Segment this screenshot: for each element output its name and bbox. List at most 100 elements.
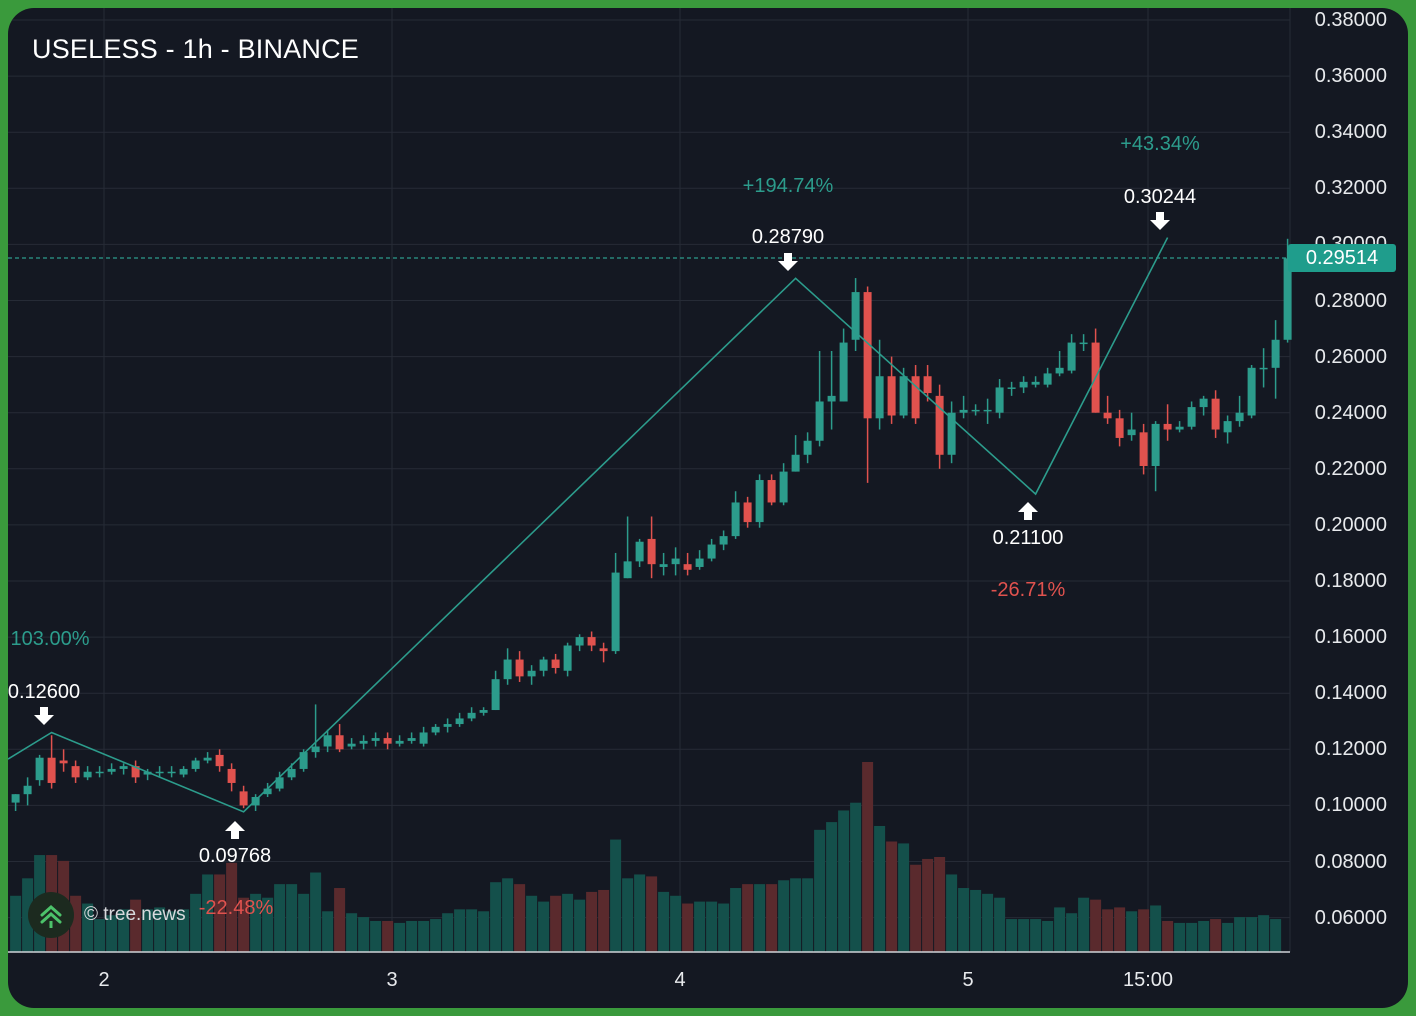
candle-body — [1283, 258, 1292, 340]
arrow-up-icon — [1018, 502, 1038, 520]
volume-bar — [1090, 899, 1102, 952]
candle-body — [695, 558, 704, 567]
volume-bar — [346, 913, 358, 952]
price-tick-label: 0.36000 — [1314, 65, 1387, 88]
volume-bar — [826, 822, 838, 952]
volume-bar — [514, 884, 526, 952]
candle-body — [671, 558, 680, 565]
volume-bar — [802, 878, 814, 952]
volume-bar — [1126, 911, 1138, 952]
price-tick-label: 0.38000 — [1314, 9, 1387, 31]
volume-bar — [850, 802, 862, 952]
candle-body — [1163, 423, 1172, 430]
volume-bar — [22, 878, 34, 952]
watermark: © tree.news — [28, 892, 186, 938]
volume-bar — [562, 893, 574, 952]
candle-body — [1235, 412, 1244, 422]
volume-bar — [322, 911, 334, 952]
volume-bar — [646, 876, 658, 952]
pivot-price-label: 0.09768 — [198, 845, 272, 867]
volume-bar — [1102, 909, 1114, 952]
candle-body — [239, 791, 248, 806]
volume-bar — [982, 893, 994, 952]
volume-bar — [418, 920, 430, 952]
price-tick-label: 0.08000 — [1314, 850, 1387, 873]
candle-body — [1175, 426, 1184, 430]
volume-bar — [406, 920, 418, 952]
candle-body — [491, 679, 500, 711]
volume-bar — [586, 891, 598, 952]
volume-bar — [394, 922, 406, 952]
time-tick-label: 5 — [962, 969, 974, 991]
candle-body — [1223, 421, 1232, 433]
candle-body — [1199, 398, 1208, 408]
volume-bar — [490, 882, 502, 952]
volume-bar — [1246, 917, 1258, 952]
volume-bar — [874, 825, 886, 952]
candle-body — [1019, 381, 1028, 388]
volume-bar — [274, 884, 286, 952]
volume-bar — [1210, 919, 1222, 952]
candle-body — [359, 740, 368, 744]
candle-body — [1055, 367, 1064, 374]
candle-body — [35, 757, 44, 781]
volume-bar — [226, 862, 238, 952]
candles — [11, 238, 1292, 812]
volume-bar — [106, 915, 118, 952]
volume-bar — [754, 884, 766, 952]
volume-bar — [478, 911, 490, 952]
pivot-change-label: -26.71% — [990, 579, 1066, 601]
candle-body — [167, 771, 176, 774]
price-tick-label: 0.12000 — [1314, 738, 1387, 761]
volume-bar — [130, 899, 142, 952]
candle-body — [935, 395, 944, 455]
candle-body — [311, 746, 320, 753]
candle-body — [527, 670, 536, 677]
candle-body — [371, 738, 380, 741]
volume-bar — [730, 888, 742, 952]
candle-body — [539, 659, 548, 671]
volume-bar — [706, 901, 718, 952]
candle-body — [551, 659, 560, 668]
volume-bar — [10, 895, 22, 952]
price-tick-label: 0.22000 — [1314, 457, 1387, 480]
candle-body — [911, 376, 920, 419]
zigzag-line — [8, 237, 1169, 813]
volume-bar — [298, 893, 310, 952]
volume-bar — [1162, 920, 1174, 952]
volume-bar — [934, 857, 946, 952]
volume-bar — [910, 864, 922, 952]
volume-bar — [694, 901, 706, 952]
volume-bar — [430, 919, 442, 952]
candle-body — [455, 718, 464, 725]
candle-body — [203, 757, 212, 761]
volume-bar — [898, 843, 910, 952]
arrow-up-icon — [225, 821, 245, 839]
price-tick-label: 0.16000 — [1314, 626, 1387, 649]
grid — [8, 8, 1291, 952]
volume-bar — [1054, 907, 1066, 952]
volume-bar — [598, 889, 610, 952]
candle-body — [755, 480, 764, 523]
pivot-change-label: +43.34% — [1120, 133, 1200, 155]
candle-body — [479, 710, 488, 713]
candle-body — [707, 544, 716, 559]
pivot-price-label: 0.28790 — [751, 226, 825, 248]
volume-bar — [466, 909, 478, 952]
candle-body — [611, 572, 620, 652]
volume-bar — [382, 920, 394, 952]
candle-body — [1043, 373, 1052, 385]
candle-body — [983, 409, 992, 412]
volume-bar — [742, 884, 754, 952]
arrow-down-icon — [34, 707, 54, 725]
price-tick-label: 0.14000 — [1314, 682, 1387, 705]
time-tick-label: 2 — [98, 969, 110, 991]
candle-body — [1103, 412, 1112, 419]
volume-bar — [622, 878, 634, 952]
candle-body — [299, 752, 308, 769]
volume-bar — [238, 897, 250, 952]
volume-bar — [550, 895, 562, 952]
volume-bar — [442, 913, 454, 952]
candle-body — [1211, 398, 1220, 430]
pivot-change-label: 103.00% — [10, 628, 90, 650]
